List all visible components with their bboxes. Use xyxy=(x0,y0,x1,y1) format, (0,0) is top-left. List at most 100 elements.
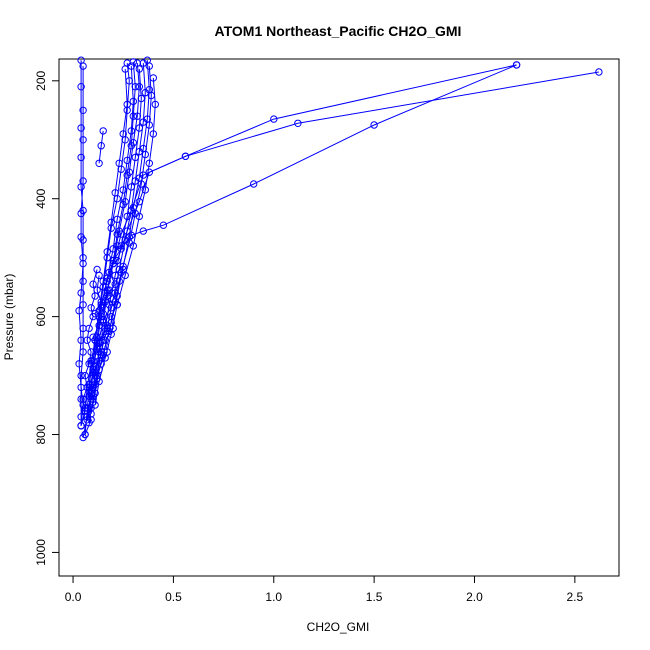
y-axis: 200 400 600 800 1000 xyxy=(34,70,60,566)
data-point xyxy=(105,268,113,277)
data-point xyxy=(77,422,85,430)
data-point xyxy=(270,115,278,123)
chart-title: ATOM1 Northeast_Pacific CH2O_GMI xyxy=(215,23,462,39)
x-tick-label: 2.0 xyxy=(466,590,483,604)
data-point xyxy=(79,259,87,268)
data-point xyxy=(123,227,131,235)
data-point xyxy=(75,307,83,315)
data-point xyxy=(103,277,111,285)
data-point xyxy=(77,289,85,297)
data-point xyxy=(129,112,138,120)
data-point xyxy=(135,83,144,91)
profile-series xyxy=(75,62,87,430)
profile-series xyxy=(89,265,127,392)
y-tick-label: 200 xyxy=(34,70,48,90)
data-point xyxy=(103,321,111,330)
data-point xyxy=(139,171,148,179)
data-point xyxy=(113,301,121,309)
data-point xyxy=(77,153,85,162)
data-point xyxy=(294,119,302,128)
data-point xyxy=(85,392,93,400)
profile-series xyxy=(109,68,603,268)
data-point xyxy=(123,100,131,109)
series-line xyxy=(92,269,124,388)
data-point xyxy=(145,86,154,94)
data-point xyxy=(109,324,117,333)
data-point xyxy=(107,304,115,312)
data-point xyxy=(139,227,148,235)
data-point xyxy=(121,198,129,206)
data-point xyxy=(105,286,113,294)
data-point xyxy=(77,371,85,380)
x-tick-label: 1.0 xyxy=(265,590,282,604)
data-point xyxy=(111,289,119,297)
data-point xyxy=(131,153,140,162)
data-point xyxy=(91,310,99,318)
x-tick-label: 0.5 xyxy=(165,590,182,604)
data-point xyxy=(83,336,91,344)
profile-series xyxy=(97,61,521,309)
data-point xyxy=(89,383,97,392)
series-line xyxy=(80,269,98,426)
data-point xyxy=(77,124,85,132)
data-point xyxy=(77,233,85,241)
data-point xyxy=(79,136,87,144)
y-tick-label: 1000 xyxy=(34,539,48,566)
data-point xyxy=(99,127,107,135)
data-point xyxy=(145,168,154,176)
series-line xyxy=(84,66,134,409)
data-point xyxy=(101,298,109,306)
series-line xyxy=(100,64,517,305)
data-point xyxy=(109,256,117,265)
data-point xyxy=(87,404,95,412)
data-point xyxy=(103,348,111,356)
data-point xyxy=(93,286,101,294)
data-point xyxy=(135,124,144,132)
data-point xyxy=(159,221,168,229)
data-point xyxy=(181,152,190,161)
data-point xyxy=(123,156,131,165)
y-tick-label: 400 xyxy=(34,188,48,208)
data-point xyxy=(93,345,101,353)
data-point xyxy=(81,371,89,380)
data-point xyxy=(135,212,144,221)
data-point xyxy=(87,348,95,356)
data-point xyxy=(101,336,109,344)
data-point xyxy=(113,242,121,250)
data-point xyxy=(121,65,129,73)
x-axis-label: CH2O_GMI xyxy=(307,620,370,634)
data-point xyxy=(143,115,152,123)
data-point xyxy=(119,186,127,194)
series-line xyxy=(78,66,84,426)
data-point xyxy=(89,333,97,341)
data-point xyxy=(107,218,115,227)
data-point xyxy=(117,230,125,238)
y-axis-label: Pressure (mbar) xyxy=(2,274,16,361)
data-point xyxy=(127,62,136,70)
data-point xyxy=(77,83,85,91)
data-point xyxy=(111,271,119,280)
data-point xyxy=(93,371,101,380)
data-point xyxy=(97,360,105,368)
series-line xyxy=(94,77,156,406)
profile-series xyxy=(87,242,121,394)
data-point xyxy=(107,312,115,321)
data-point xyxy=(127,206,136,215)
series-line xyxy=(112,71,599,264)
data-point xyxy=(370,121,378,129)
data-point xyxy=(133,112,142,120)
x-tick-label: 2.5 xyxy=(566,590,583,604)
data-point xyxy=(127,231,136,240)
data-point xyxy=(119,265,127,274)
data-point xyxy=(95,321,103,330)
x-tick-label: 1.5 xyxy=(366,590,383,604)
data-point xyxy=(512,61,521,69)
data-point xyxy=(87,304,95,312)
data-point xyxy=(127,183,136,191)
data-point xyxy=(99,315,107,324)
series-line xyxy=(116,64,517,261)
data-point xyxy=(85,324,93,333)
series-line xyxy=(90,245,118,391)
data-point xyxy=(595,68,603,76)
